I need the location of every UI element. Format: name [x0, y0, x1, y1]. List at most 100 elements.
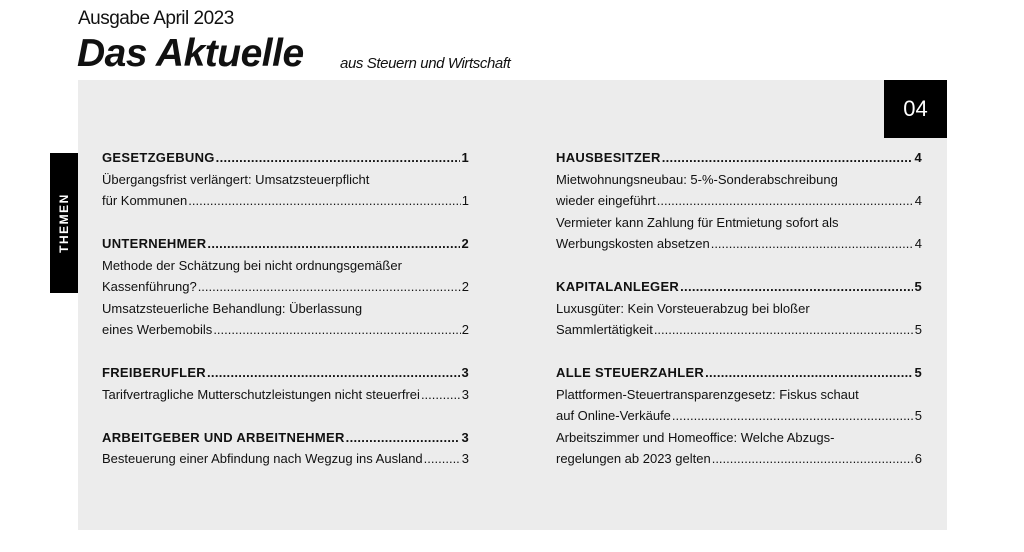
- toc-entry-last-line[interactable]: Sammlertätigkeit 5: [556, 319, 922, 341]
- newsletter-title: Das Aktuelle: [77, 32, 304, 75]
- toc-entry-last-line[interactable]: Besteuerung einer Abfindung nach Wegzug …: [102, 448, 469, 470]
- toc-entry[interactable]: Übergangsfrist verlängert: Umsatzsteuerp…: [102, 169, 469, 212]
- page-number: 3: [461, 365, 469, 380]
- toc-section: GESETZGEBUNG 1 Übergangsfrist verlängert: …: [102, 147, 469, 212]
- toc-column-right: HAUSBESITZER 4 Mietwohnungsneubau: 5-%-Son…: [556, 147, 922, 491]
- dot-leader: [188, 190, 461, 212]
- toc-section: ARBEITGEBER UND ARBEITNEHMER 3 Besteuerung…: [102, 427, 469, 470]
- toc-section: HAUSBESITZER 4 Mietwohnungsneubau: 5-%-Son…: [556, 147, 922, 255]
- dot-leader: [207, 362, 460, 384]
- dot-leader: [654, 319, 914, 341]
- page-number: 6: [914, 451, 922, 466]
- toc-entry-last-line[interactable]: auf Online-Verkäufe 5: [556, 405, 922, 427]
- toc-section-heading[interactable]: KAPITALANLEGER 5: [556, 276, 922, 298]
- page-number: 2: [461, 279, 469, 294]
- dot-leader: [712, 448, 914, 470]
- section-title: UNTERNEHMER: [102, 236, 207, 251]
- page-number: 5: [914, 279, 922, 294]
- article-title-line: Sammlertätigkeit: [556, 322, 653, 337]
- article-title-line: Mietwohnungsneubau: 5-%-Sonderabschreibu…: [556, 171, 838, 187]
- article-title-line: Tarifvertragliche Mutterschutzleistungen…: [102, 386, 420, 402]
- dot-leader: [207, 233, 460, 255]
- toc-section-heading[interactable]: ARBEITGEBER UND ARBEITNEHMER 3: [102, 427, 469, 449]
- section-title: HAUSBESITZER: [556, 150, 661, 165]
- toc-entry[interactable]: Arbeitszimmer und Homeoffice: Welche Abz…: [556, 427, 922, 470]
- article-title-line: regelungen ab 2023 gelten: [556, 451, 711, 466]
- page-number: 4: [914, 150, 922, 165]
- toc-entry[interactable]: Plattformen-Steuertransparenzgesetz: Fis…: [556, 384, 922, 427]
- toc-entry-last-line[interactable]: eines Werbemobils 2: [102, 319, 469, 341]
- toc-section-heading[interactable]: FREIBERUFLER 3: [102, 362, 469, 384]
- page-number: 2: [461, 236, 469, 251]
- article-title-line: auf Online-Verkäufe: [556, 408, 671, 423]
- dot-leader: [662, 147, 914, 169]
- dot-leader: [198, 276, 461, 298]
- toc-section: KAPITALANLEGER 5 Luxusgüter: Kein Vorsteue…: [556, 276, 922, 341]
- dot-leader: [213, 319, 460, 341]
- toc-entry[interactable]: Mietwohnungsneubau: 5-%-Sonderabschreibu…: [556, 169, 922, 212]
- dot-leader: [346, 427, 461, 449]
- section-title: FREIBERUFLER: [102, 365, 206, 380]
- toc-entry[interactable]: Vermieter kann Zahlung für Entmietung so…: [556, 212, 922, 255]
- section-title: GESETZGEBUNG: [102, 150, 215, 165]
- toc-entry-last-line[interactable]: Tarifvertragliche Mutterschutzleistungen…: [102, 384, 469, 406]
- page-number: 5: [914, 365, 922, 380]
- toc-entry[interactable]: Besteuerung einer Abfindung nach Wegzug …: [102, 448, 469, 470]
- dot-leader: [657, 190, 914, 212]
- toc-column-left: GESETZGEBUNG 1 Übergangsfrist verlängert: …: [102, 147, 469, 491]
- page-number: 2: [461, 322, 469, 337]
- toc-section-heading[interactable]: GESETZGEBUNG 1: [102, 147, 469, 169]
- toc-entry[interactable]: Luxusgüter: Kein Vorsteuerabzug bei bloß…: [556, 298, 922, 341]
- article-title-line: Übergangsfrist verlängert: Umsatzsteuerp…: [102, 171, 370, 187]
- dot-leader: [672, 405, 914, 427]
- toc-entry-last-line[interactable]: Kassenführung? 2: [102, 276, 469, 298]
- toc-section: ALLE STEUERZAHLER 5 Plattformen-Steuertran…: [556, 362, 922, 470]
- themes-tab-label: THEMEN: [57, 193, 72, 253]
- toc-section-heading[interactable]: UNTERNEHMER 2: [102, 233, 469, 255]
- dot-leader: [424, 448, 461, 470]
- article-title-line: Vermieter kann Zahlung für Entmietung so…: [556, 214, 839, 230]
- article-title-line: eines Werbemobils: [102, 322, 213, 337]
- page-number: 5: [914, 322, 922, 337]
- page-number: 3: [461, 386, 469, 402]
- toc-section: FREIBERUFLER 3 Tarifvertragliche Muttersch…: [102, 362, 469, 405]
- article-title-line: Umsatzsteuerliche Behandlung: Überlassun…: [102, 300, 363, 316]
- article-title-line: Arbeitszimmer und Homeoffice: Welche Abz…: [556, 429, 835, 445]
- dot-leader: [705, 362, 913, 384]
- article-title-line: Plattformen-Steuertransparenzgesetz: Fis…: [556, 386, 859, 402]
- themes-tab: THEMEN: [50, 153, 78, 293]
- toc-entry[interactable]: Tarifvertragliche Mutterschutzleistungen…: [102, 384, 469, 406]
- toc-entry-last-line[interactable]: Werbungskosten absetzen 4: [556, 233, 922, 255]
- article-title-line: Werbungskosten absetzen: [556, 236, 710, 251]
- section-title: ARBEITGEBER UND ARBEITNEHMER: [102, 429, 345, 445]
- page-number: 4: [914, 193, 922, 208]
- page-number: 1: [461, 150, 469, 165]
- toc-section-heading[interactable]: ALLE STEUERZAHLER 5: [556, 362, 922, 384]
- toc-entry-last-line[interactable]: wieder eingeführt 4: [556, 190, 922, 212]
- toc-entry-last-line[interactable]: für Kommunen 1: [102, 190, 469, 212]
- toc-section-heading[interactable]: HAUSBESITZER 4: [556, 147, 922, 169]
- article-title-line: wieder eingeführt: [556, 193, 656, 208]
- dot-leader: [680, 276, 913, 298]
- article-title-line: Luxusgüter: Kein Vorsteuerabzug bei bloß…: [556, 300, 810, 316]
- section-title: KAPITALANLEGER: [556, 279, 680, 294]
- page-number: 1: [461, 193, 469, 208]
- toc-entry[interactable]: Methode der Schätzung bei nicht ordnungs…: [102, 255, 469, 298]
- page-number: 3: [461, 429, 469, 445]
- article-title-line: für Kommunen: [102, 193, 188, 208]
- section-title: ALLE STEUERZAHLER: [556, 365, 705, 380]
- dot-leader: [216, 147, 461, 169]
- article-title-line: Kassenführung?: [102, 279, 197, 294]
- page-number: 5: [914, 408, 922, 423]
- newsletter-subtitle: aus Steuern und Wirtschaft: [340, 55, 511, 72]
- dot-leader: [421, 384, 461, 406]
- edition-label: Ausgabe April 2023: [78, 8, 234, 29]
- issue-number: 04: [884, 80, 947, 138]
- toc-entry[interactable]: Umsatzsteuerliche Behandlung: Überlassun…: [102, 298, 469, 341]
- article-title-line: Methode der Schätzung bei nicht ordnungs…: [102, 257, 402, 273]
- page-number: 4: [914, 236, 922, 251]
- article-title-line: Besteuerung einer Abfindung nach Wegzug …: [102, 451, 423, 466]
- toc-entry-last-line[interactable]: regelungen ab 2023 gelten 6: [556, 448, 922, 470]
- page-number: 3: [461, 451, 469, 466]
- dot-leader: [711, 233, 914, 255]
